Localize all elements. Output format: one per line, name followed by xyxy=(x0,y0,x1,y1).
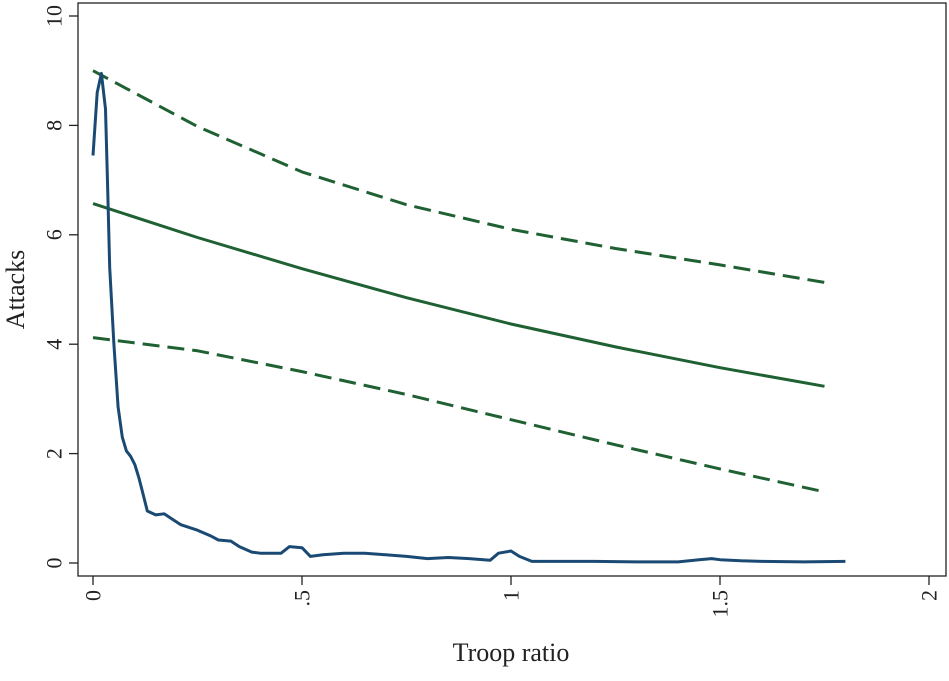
y-tick-label: 4 xyxy=(42,339,67,350)
x-tick-label: 1 xyxy=(499,590,524,601)
tick-layer: 0 2 4 6 8 10 0 .5 1 1.5 2 xyxy=(42,5,942,618)
series-line-4 xyxy=(91,71,846,564)
y-tick-label: 0 xyxy=(42,558,67,569)
series-line-2 xyxy=(92,69,825,284)
plot-frame xyxy=(77,2,947,577)
y-tick-label: 8 xyxy=(42,120,67,131)
x-tick-label: 2 xyxy=(917,590,942,601)
x-tick-label: 1.5 xyxy=(708,590,733,618)
series-layer xyxy=(91,69,846,564)
y-axis-title: Attacks xyxy=(1,250,30,329)
y-tick-label: 2 xyxy=(42,448,67,459)
plot-border xyxy=(77,2,947,577)
y-tick-label: 10 xyxy=(42,5,67,27)
x-axis-title: Troop ratio xyxy=(453,638,570,667)
series-line-1 xyxy=(92,202,825,388)
x-tick-label: .5 xyxy=(290,590,315,607)
x-tick-label: 0 xyxy=(81,590,106,601)
y-tick-label: 6 xyxy=(42,229,67,240)
